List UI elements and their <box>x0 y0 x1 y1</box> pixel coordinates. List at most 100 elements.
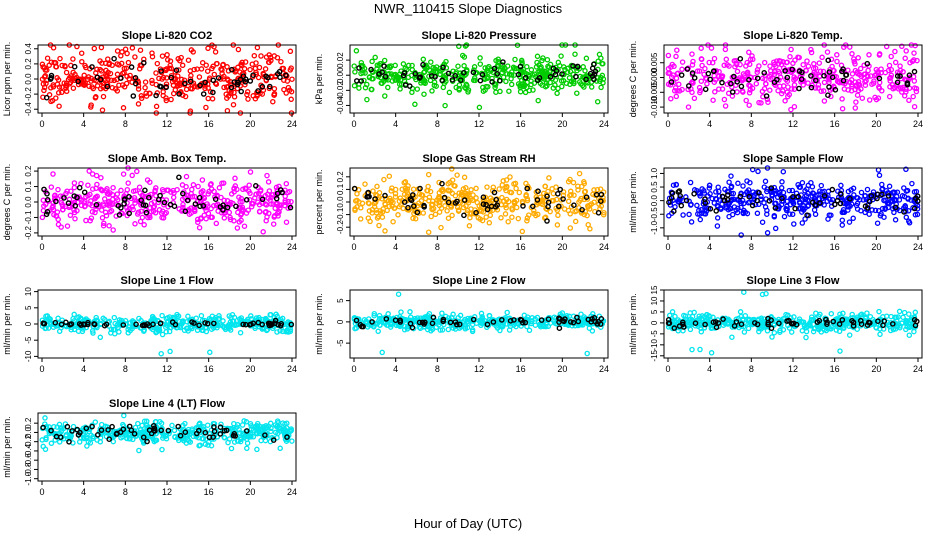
data-point <box>847 44 853 50</box>
data-point-black <box>544 218 550 224</box>
data-point-black <box>864 205 871 211</box>
data-point <box>114 48 121 54</box>
data-point <box>877 212 884 219</box>
data-point <box>523 180 529 187</box>
data-point <box>729 334 735 340</box>
data-point <box>713 189 719 195</box>
data-point-black <box>287 204 294 211</box>
data-point-black <box>74 426 80 433</box>
y-tick-label: -5 <box>650 330 659 338</box>
data-point <box>600 211 607 218</box>
data-point <box>101 220 107 227</box>
data-point-black <box>220 207 226 213</box>
data-point <box>276 202 283 209</box>
data-point <box>894 318 900 324</box>
data-point <box>74 43 80 50</box>
data-point <box>42 415 48 421</box>
data-point <box>764 96 771 103</box>
data-point-black <box>725 192 731 198</box>
data-point <box>122 431 129 438</box>
data-point-black <box>234 81 241 88</box>
data-point <box>70 69 76 76</box>
data-point <box>255 190 262 197</box>
data-point-black <box>547 74 554 80</box>
data-point <box>886 62 893 69</box>
data-point-black <box>834 197 841 204</box>
x-tick-label: 4 <box>393 242 398 252</box>
data-point <box>235 46 242 53</box>
data-point-black <box>279 189 285 196</box>
data-point <box>799 327 806 334</box>
data-point-black <box>792 205 798 212</box>
data-point-black <box>255 319 262 326</box>
data-point <box>116 82 122 88</box>
x-tick-label: 24 <box>287 242 297 252</box>
data-point <box>756 328 762 335</box>
data-point <box>135 86 142 92</box>
data-point-black <box>904 81 911 88</box>
data-point <box>283 219 290 225</box>
data-point <box>149 53 156 60</box>
x-tick-label: 0 <box>351 242 356 252</box>
data-point <box>267 312 273 318</box>
data-point-black <box>452 73 459 79</box>
data-point-black <box>273 195 280 202</box>
data-point <box>398 202 404 208</box>
data-point <box>160 92 166 99</box>
data-point <box>160 433 167 439</box>
data-point-black <box>470 316 477 323</box>
data-point-black <box>111 55 117 62</box>
data-point <box>412 101 418 108</box>
data-point <box>197 420 203 426</box>
data-point <box>263 422 269 429</box>
data-point-black <box>266 322 273 329</box>
data-point <box>273 311 279 318</box>
panel-2: Slope Li-820 Temp.degrees C per min.0 4 8 1… <box>628 30 923 129</box>
data-point-black <box>252 182 259 189</box>
data-point-black <box>93 201 100 208</box>
data-point <box>914 57 920 64</box>
data-point <box>110 227 116 233</box>
data-point <box>221 197 227 204</box>
data-point <box>803 196 809 202</box>
data-point <box>180 436 187 442</box>
data-point <box>146 212 153 219</box>
data-point-black <box>911 68 918 75</box>
data-point <box>382 93 388 99</box>
data-point <box>529 315 535 321</box>
data-point <box>878 66 884 72</box>
data-point-black <box>228 84 235 91</box>
data-point-black <box>109 423 115 430</box>
data-point <box>58 200 65 206</box>
data-point <box>385 197 392 204</box>
data-point <box>127 72 133 79</box>
data-point <box>808 49 815 56</box>
data-point-black <box>550 65 557 72</box>
data-point <box>120 171 127 177</box>
data-point-black <box>120 426 127 433</box>
y-tick-label: 5 <box>336 298 345 303</box>
x-tick-label: 16 <box>204 364 214 374</box>
data-point <box>779 198 785 204</box>
data-point <box>40 197 47 204</box>
data-point <box>539 75 545 81</box>
x-tick-label: 24 <box>913 364 923 374</box>
data-point <box>71 180 78 186</box>
data-point <box>708 45 715 51</box>
data-point <box>751 192 757 198</box>
data-point <box>701 190 708 196</box>
data-point <box>226 209 233 216</box>
data-point-black <box>210 320 217 327</box>
x-tick-label: 16 <box>830 119 840 129</box>
data-point <box>906 332 913 338</box>
data-point <box>138 317 144 324</box>
x-tick-label: 24 <box>913 119 923 129</box>
data-point <box>535 211 541 218</box>
data-point <box>577 73 583 80</box>
data-point <box>532 316 538 322</box>
data-point-black <box>858 317 864 324</box>
data-point-black <box>782 68 788 74</box>
data-point-black <box>678 202 685 209</box>
data-point <box>223 91 229 97</box>
data-point-black <box>799 69 805 76</box>
